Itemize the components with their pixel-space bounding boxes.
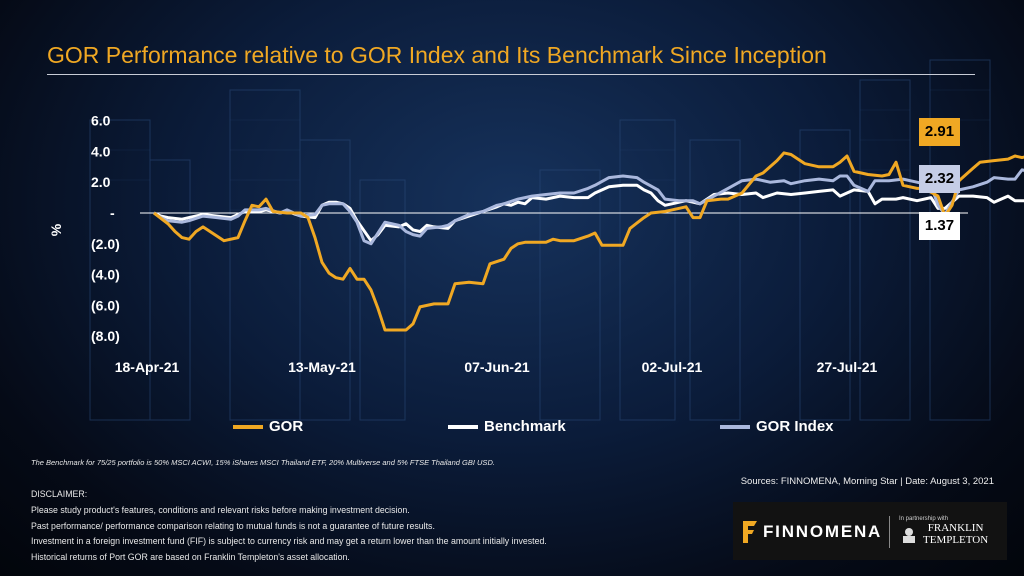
series-line-gor-index bbox=[153, 168, 1024, 246]
x-tick-label: 02-Jul-21 bbox=[642, 359, 703, 375]
franklin-templeton-logo-icon bbox=[903, 528, 915, 543]
logo-divider bbox=[889, 516, 890, 548]
finnomena-logo-icon bbox=[743, 521, 757, 543]
gor-swatch-icon bbox=[233, 424, 263, 429]
series-line-gor bbox=[153, 151, 1024, 332]
y-axis-label: % bbox=[48, 223, 64, 236]
x-tick-label: 07-Jun-21 bbox=[464, 359, 530, 375]
chart-title: GOR Performance relative to GOR Index an… bbox=[47, 42, 827, 68]
legend-item-gor: GOR bbox=[233, 418, 303, 435]
disclaimer-heading: DISCLAIMER: bbox=[31, 489, 88, 499]
franklin-templeton-wordmark: FRANKLIN TEMPLETON bbox=[923, 522, 988, 546]
y-tick-label: (4.0) bbox=[91, 267, 120, 283]
performance-chart: % 6.0 4.0 2.0 - (2.0) (4.0) (6.0) (8.0) 18-Apr-… bbox=[48, 113, 1024, 375]
sources-text: Sources: FINNOMENA, Morning Star | Date:… bbox=[740, 476, 994, 487]
y-tick-label: - bbox=[110, 205, 115, 221]
disclaimer-line: Please study product's features, conditi… bbox=[31, 504, 410, 515]
legend-item-gor-index: GOR Index bbox=[720, 418, 834, 435]
finnomena-wordmark: FINNOMENA bbox=[763, 522, 883, 541]
legend-label-benchmark: Benchmark bbox=[484, 418, 566, 435]
legend-label-gor: GOR bbox=[269, 418, 304, 435]
templeton-text: TEMPLETON bbox=[923, 534, 989, 546]
x-tick-label: 18-Apr-21 bbox=[115, 359, 180, 375]
benchmark-end-value-label: 1.37 bbox=[919, 212, 960, 240]
disclaimer-line: Historical returns of Port GOR are based… bbox=[31, 552, 350, 563]
legend-item-benchmark: Benchmark bbox=[448, 418, 566, 435]
partnership-text: In partnership with bbox=[899, 516, 949, 522]
gor-end-value-label: 2.91 bbox=[919, 118, 960, 146]
y-tick-label: (6.0) bbox=[91, 297, 120, 313]
gor-index-swatch-icon bbox=[720, 424, 750, 429]
disclaimer-line: Past performance/ performance comparison… bbox=[31, 520, 435, 531]
benchmark-note: The Benchmark for 75/25 portfolio is 50%… bbox=[31, 458, 495, 467]
benchmark-swatch-icon bbox=[448, 424, 478, 429]
y-tick-label: 6.0 bbox=[91, 113, 111, 129]
y-tick-label: 4.0 bbox=[91, 143, 111, 159]
x-tick-label: 13-May-21 bbox=[288, 359, 356, 375]
y-tick-label: (8.0) bbox=[91, 328, 120, 344]
y-tick-label: 2.0 bbox=[91, 174, 111, 190]
gor-index-end-value-label: 2.32 bbox=[919, 165, 960, 193]
x-tick-label: 27-Jul-21 bbox=[817, 359, 878, 375]
legend-label-gor-index: GOR Index bbox=[756, 418, 834, 435]
franklin-text: FRANKLIN bbox=[927, 522, 984, 534]
disclaimer-line: Investment in a foreign investment fund … bbox=[31, 536, 547, 547]
disclaimer-block: DISCLAIMER: Please study product's featu… bbox=[31, 487, 547, 566]
y-tick-label: (2.0) bbox=[91, 236, 120, 252]
partner-logos: FINNOMENA In partnership with FRANKLIN T… bbox=[733, 502, 1007, 560]
title-divider bbox=[47, 74, 975, 75]
